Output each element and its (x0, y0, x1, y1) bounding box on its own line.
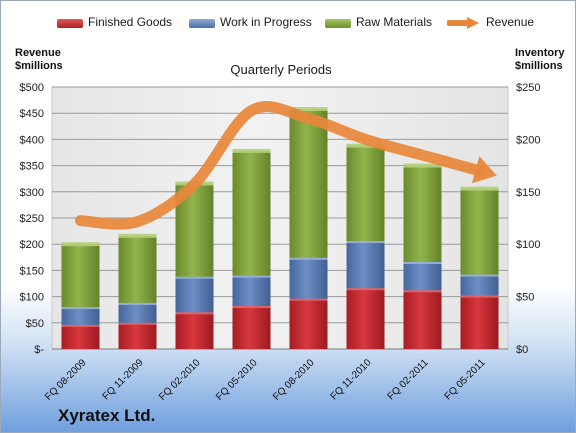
right-axis-title-line1: Inventory (515, 47, 565, 59)
legend-label-work-in-progress: Work in Progress (220, 15, 312, 29)
left-axis-tick-label: $300 (20, 187, 44, 199)
left-axis-tick-label: $500 (20, 82, 44, 94)
category-label: FQ 05-2011 (443, 357, 488, 402)
bar-finished-goods (232, 306, 271, 349)
legend-swatch-raw-materials (325, 19, 351, 28)
bar-raw-materials (61, 244, 100, 308)
bar-raw-materials (232, 150, 271, 276)
bar-raw-materials (460, 188, 499, 275)
category-label: FQ 05-2010 (214, 357, 260, 403)
legend-swatch-work-in-progress (189, 19, 215, 28)
left-axis-tick-label: $- (34, 344, 44, 356)
bar-top-raw-materials (289, 107, 328, 112)
bar-work-in-progress (175, 276, 214, 313)
bar-top-raw-materials (460, 186, 499, 191)
bar-raw-materials (346, 145, 385, 242)
bar-top-work-in-progress (232, 273, 271, 278)
left-axis-tick-label: $450 (20, 108, 44, 120)
left-axis-tick-label: $150 (20, 265, 44, 277)
bar-finished-goods (175, 312, 214, 349)
right-axis-tick-label: $50 (516, 292, 534, 304)
bar-work-in-progress (232, 275, 271, 307)
company-name: Xyratex Ltd. (58, 406, 156, 425)
bar-finished-goods (346, 288, 385, 349)
right-axis-tick-label: $0 (516, 344, 528, 356)
category-label: FQ 02-2010 (157, 357, 203, 403)
bar-top-raw-materials (118, 233, 157, 238)
left-axis-title: Revenue $millions (15, 47, 63, 73)
left-axis-tick-label: $250 (20, 213, 44, 225)
category-label: FQ 11-2010 (329, 357, 374, 402)
right-axis-tick-label: $150 (516, 187, 540, 199)
bar-raw-materials (118, 235, 157, 303)
bar-work-in-progress (403, 262, 442, 291)
bar-raw-materials (403, 165, 442, 263)
bar-work-in-progress (346, 241, 385, 289)
legend-label-finished-goods: Finished Goods (88, 15, 173, 29)
bar-finished-goods (403, 290, 442, 349)
bar-work-in-progress (61, 307, 100, 325)
left-axis-tick-label: $50 (26, 318, 44, 330)
bar-top-finished-goods (403, 288, 442, 293)
bar-finished-goods (460, 295, 499, 349)
left-axis-tick-label: $350 (20, 161, 44, 173)
legend-swatch-revenue (447, 17, 479, 29)
right-axis-tick-label: $250 (516, 82, 540, 94)
bar-top-finished-goods (175, 310, 214, 315)
bar-top-raw-materials (61, 242, 100, 247)
left-axis-title-line1: Revenue (15, 47, 61, 59)
left-axis-tick-label: $100 (20, 292, 44, 304)
right-axis-title-line2: $millions (515, 60, 563, 72)
revenue-arrowhead (471, 156, 497, 184)
bar-top-raw-materials (346, 143, 385, 148)
bar-finished-goods (61, 324, 100, 349)
legend-swatch-finished-goods (57, 19, 83, 28)
left-axis-tick-label: $200 (20, 239, 44, 251)
bar-work-in-progress (118, 302, 157, 323)
bar-top-raw-materials (232, 148, 271, 153)
left-axis-tick-label: $400 (20, 134, 44, 146)
bar-finished-goods (289, 298, 328, 349)
category-label: FQ 08-2009 (43, 357, 89, 403)
category-label: FQ 02-2011 (386, 357, 431, 402)
bar-finished-goods (118, 322, 157, 349)
bar-work-in-progress (289, 257, 328, 299)
bar-work-in-progress (460, 274, 499, 296)
right-axis-tick-label: $200 (516, 134, 540, 146)
bar-top-raw-materials (403, 163, 442, 168)
chart-title: Quarterly Periods (230, 62, 332, 77)
bar-raw-materials (289, 109, 328, 258)
legend-label-revenue: Revenue (486, 15, 535, 29)
legend-label-raw-materials: Raw Materials (356, 15, 433, 29)
revenue-line (75, 101, 485, 230)
right-axis-tick-label: $100 (516, 239, 540, 251)
category-label: FQ 08-2010 (271, 357, 317, 403)
category-label: FQ 11-2009 (101, 357, 146, 402)
left-axis-title-line2: $millions (15, 60, 63, 72)
right-axis-title: Inventory $millions (515, 47, 565, 73)
